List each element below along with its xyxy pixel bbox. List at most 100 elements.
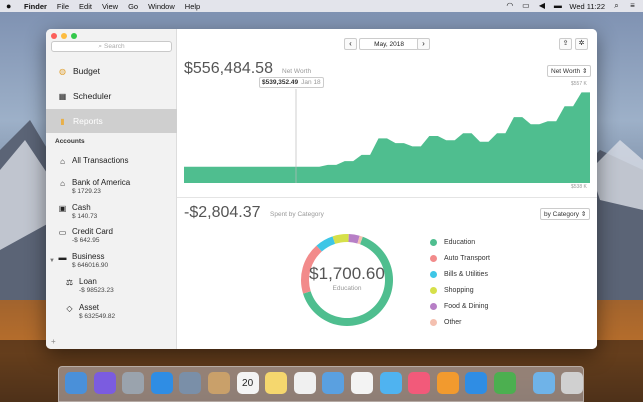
sidebar-item-label: Budget xyxy=(73,66,100,76)
sidebar-item-budget[interactable]: ◍ Budget xyxy=(46,59,177,83)
notes-book-icon[interactable] xyxy=(208,372,230,394)
battery-icon[interactable]: ▬ xyxy=(553,1,562,10)
books-icon[interactable] xyxy=(436,372,459,394)
report-type-value: Net Worth xyxy=(551,68,581,75)
sidebar-item-label: Reports xyxy=(73,116,103,126)
share-icon[interactable]: ⇪ xyxy=(559,38,572,50)
account-balance: -$ 642.95 xyxy=(72,237,100,244)
account-label: All Transactions xyxy=(72,156,129,165)
airplay-icon[interactable]: ▭ xyxy=(522,1,530,10)
downloads-icon[interactable] xyxy=(532,372,555,394)
music-icon[interactable] xyxy=(408,372,431,394)
messages-icon[interactable] xyxy=(379,372,402,394)
volume-icon[interactable]: ◀ xyxy=(538,1,545,10)
folder-icon: ▬ xyxy=(58,253,67,262)
legend-label: Bills & Utilities xyxy=(444,270,488,278)
donut-center-label: Education xyxy=(332,285,362,292)
menu-clock[interactable]: Wed 11:22 xyxy=(569,1,605,11)
search-placeholder: Search xyxy=(104,43,125,50)
menu-view[interactable]: View xyxy=(101,1,119,11)
tooltip-value: $539,352.49 xyxy=(262,79,299,86)
siri-icon[interactable] xyxy=(93,372,116,394)
sidebar-item-scheduler[interactable]: ▦ Scheduler xyxy=(46,84,177,108)
menu-file[interactable]: File xyxy=(56,1,70,11)
legend-item[interactable]: Shopping xyxy=(430,282,490,298)
notes-icon[interactable] xyxy=(265,372,288,394)
net-worth-chart[interactable] xyxy=(184,89,590,183)
account-cash[interactable]: ▣ Cash $ 140.73 xyxy=(58,203,98,220)
menu-window[interactable]: Window xyxy=(148,1,175,11)
spending-value: -$2,804.37 xyxy=(184,204,261,221)
tooltip-date: Jan 18 xyxy=(301,79,321,86)
chevron-updown-icon: ⇕ xyxy=(580,211,587,218)
legend-item[interactable]: Education xyxy=(430,234,490,250)
gear-icon[interactable]: ✲ xyxy=(575,38,588,50)
month-display[interactable]: May, 2018 xyxy=(359,38,419,50)
legend-item[interactable]: Other xyxy=(430,314,490,330)
account-balance: $ 1729.23 xyxy=(72,188,101,195)
menu-bar: ● Finder File Edit View Go Window Help ◠… xyxy=(0,0,643,12)
legend-label: Auto Transport xyxy=(444,254,490,262)
apple-icon[interactable]: ● xyxy=(6,0,12,11)
notification-center-icon[interactable]: ≡ xyxy=(630,1,635,10)
net-worth-area xyxy=(184,92,590,183)
files-icon[interactable] xyxy=(322,372,345,394)
next-month-button[interactable]: › xyxy=(417,38,430,50)
wifi-icon[interactable]: ◠ xyxy=(506,1,514,10)
account-credit-card[interactable]: ▭ Credit Card -$ 642.95 xyxy=(58,227,113,244)
finder-icon[interactable] xyxy=(65,372,87,394)
account-bank-of-america[interactable]: ⌂ Bank of America $ 1729.23 xyxy=(58,178,130,195)
donut-legend: Education Auto Transport Bills & Utilities… xyxy=(430,234,490,330)
legend-item[interactable]: Food & Dining xyxy=(430,298,490,314)
trash-icon[interactable] xyxy=(561,372,584,394)
spotlight-icon[interactable]: ⌕ xyxy=(614,1,619,10)
account-label: Business xyxy=(72,252,105,261)
menu-finder[interactable]: Finder xyxy=(24,1,47,11)
bank-icon: ⌂ xyxy=(60,179,65,188)
search-input[interactable]: ⌕ Search xyxy=(51,41,172,52)
account-balance: $ 632549.82 xyxy=(79,313,116,320)
divider xyxy=(177,197,597,198)
account-balance: $ 140.73 xyxy=(72,213,98,220)
toolbar: ‹ May, 2018 › ⇪ ✲ xyxy=(177,38,597,52)
close-button[interactable] xyxy=(51,33,57,39)
loan-icon: ⚖ xyxy=(65,278,74,287)
finance-icon[interactable] xyxy=(494,372,516,394)
report-type-select[interactable]: Net Worth ⇕ xyxy=(547,65,592,77)
prev-month-button[interactable]: ‹ xyxy=(344,38,357,50)
reminders-icon[interactable] xyxy=(293,372,316,394)
calendar-icon[interactable]: 20 xyxy=(236,372,259,394)
legend-label: Other xyxy=(444,318,462,326)
account-business[interactable]: ▬ Business $ 646016.90 xyxy=(58,252,109,269)
account-balance: $ 646016.90 xyxy=(72,262,109,269)
zoom-button[interactable] xyxy=(71,33,77,39)
legend-swatch xyxy=(430,286,437,294)
add-account-button[interactable]: + xyxy=(51,337,56,346)
menu-edit[interactable]: Edit xyxy=(79,1,92,11)
photo-icon[interactable] xyxy=(179,372,202,394)
menu-help[interactable]: Help xyxy=(184,1,201,11)
appstore-icon[interactable] xyxy=(465,372,488,394)
launchpad-icon[interactable] xyxy=(122,372,145,394)
account-label: Loan xyxy=(79,277,97,286)
photos-icon[interactable] xyxy=(351,372,373,394)
legend-swatch xyxy=(430,302,437,310)
safari-icon[interactable] xyxy=(150,372,173,394)
account-loan[interactable]: ⚖ Loan -$ 98523.23 xyxy=(65,277,114,294)
sidebar-item-reports[interactable]: ▮ Reports xyxy=(46,109,177,133)
minimize-button[interactable] xyxy=(61,33,67,39)
disclosure-triangle-icon[interactable]: ▼ xyxy=(49,258,55,264)
spending-donut-chart[interactable] xyxy=(295,228,399,332)
group-by-value: by Category xyxy=(544,211,580,218)
group-by-select[interactable]: by Category ⇕ xyxy=(540,208,591,220)
legend-swatch xyxy=(430,254,437,262)
account-all-transactions[interactable]: ⌂ All Transactions xyxy=(58,156,128,166)
legend-item[interactable]: Auto Transport xyxy=(430,250,490,266)
budget-icon: ◍ xyxy=(59,66,66,76)
credit-card-icon: ▭ xyxy=(58,228,67,237)
spending-label: Spent by Category xyxy=(270,211,324,218)
legend-item[interactable]: Bills & Utilities xyxy=(430,266,490,282)
account-asset[interactable]: ◇ Asset $ 632549.82 xyxy=(65,303,115,320)
menu-go[interactable]: Go xyxy=(128,1,139,11)
calendar-icon: ▦ xyxy=(58,91,67,101)
